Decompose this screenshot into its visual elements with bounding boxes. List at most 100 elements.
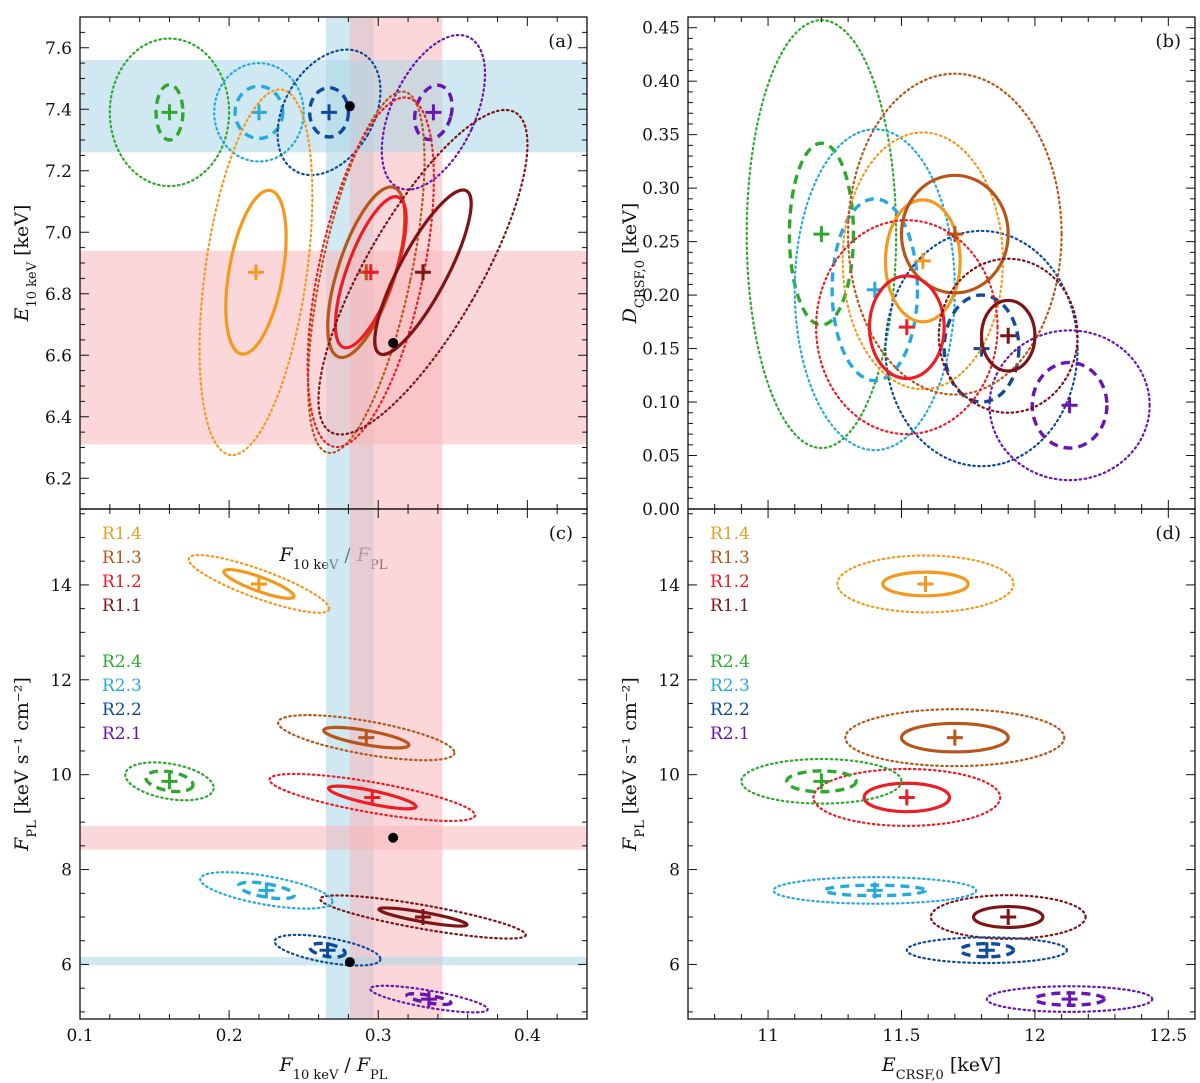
y-axis-title: E10 keV [keV]: [11, 205, 40, 323]
legend-entry-r1-2: R1.2: [710, 572, 750, 592]
ellipse-r1-2-solid: [862, 781, 952, 814]
marker-r1-2: [362, 264, 379, 281]
axis-label-part: CRSF,0: [633, 260, 648, 308]
ellipse-r2-3-dashed: [830, 197, 920, 383]
x-tick-label: 11.5: [883, 1026, 921, 1046]
legend-entry-r2-4: R2.4: [710, 652, 750, 672]
ellipse-r1-3-solid: [899, 721, 1010, 754]
y-tick-label: 0.35: [642, 126, 680, 146]
ellipse-r1-3-dotted: [277, 714, 456, 762]
ellipse-r2-4-dotted: [124, 761, 215, 802]
ellipse-r2-4-dashed: [785, 769, 858, 794]
y-tick-label: 6: [669, 955, 680, 975]
ellipse-r2-2-dashed: [958, 941, 1016, 959]
legend-entry-r1-3: R1.3: [102, 548, 142, 568]
axis-label-part: E: [881, 1054, 896, 1076]
ellipse-r1-3-dotted: [307, 90, 426, 455]
marker-r2-4: [813, 773, 830, 790]
reference-point-1: [344, 957, 355, 968]
ellipse-r2-4-dotted: [108, 37, 231, 188]
ellipse-r1-3-dotted: [844, 708, 1066, 768]
marker-r2-1: [420, 991, 437, 1008]
y-tick-label: 10: [658, 766, 680, 786]
panel-tag: (d): [1155, 523, 1181, 544]
marker-r2-4: [161, 104, 178, 121]
axis-label-part: F: [279, 1054, 294, 1076]
red-band-x: [349, 509, 443, 1019]
ellipse-r2-1-dashed: [412, 83, 454, 142]
ellipse-r2-1-dotted: [985, 985, 1154, 1013]
ellipse-r1-1-solid: [979, 298, 1037, 373]
x-tick-label: 0.2: [216, 1026, 243, 1046]
marker-r1-4: [914, 252, 931, 269]
axes-frame: [687, 508, 1196, 1020]
marker-r1-4: [247, 264, 264, 281]
reference-point-1: [388, 337, 399, 348]
y-tick-label: 0.20: [642, 286, 680, 306]
panel-d: 6 8 10 12 14 11 11.5 12 12.5 (d) FPL [keV s⁻¹ cm⁻²…: [619, 508, 1196, 1083]
panel-tag: (b): [1155, 31, 1181, 52]
ellipse-r2-3-dotted: [772, 876, 978, 905]
ellipse-r1-1-dotted: [317, 108, 529, 436]
x-tick-label: 0.1: [66, 1026, 93, 1046]
marker-r1-2: [898, 789, 915, 806]
ellipse-r1-4-solid: [222, 567, 296, 600]
marker-r1-2: [898, 319, 915, 336]
ellipse-r1-4-dotted: [836, 554, 1015, 614]
y-tick-label: 14: [50, 576, 72, 596]
ellipse-r1-2-solid: [867, 274, 946, 381]
y-tick-label: 7.2: [45, 162, 72, 182]
marker-r2-3: [250, 104, 267, 121]
marker-r2-1: [1061, 397, 1078, 414]
marker-r2-1: [1061, 991, 1078, 1008]
legend-entry-r2-2: R2.2: [102, 700, 142, 720]
ellipse-r2-2-dotted: [884, 229, 1079, 468]
axis-label-part: F: [619, 837, 641, 852]
y-tick-label: 14: [658, 576, 680, 596]
marker-r1-1: [414, 909, 431, 925]
ellipse-r2-3-dashed: [233, 84, 285, 141]
axis-label-part: [keV]: [944, 1054, 1001, 1076]
ellipse-r1-4-dotted: [198, 88, 314, 457]
legend-entry-r2-1: R2.1: [102, 724, 142, 744]
blue-band-y: [80, 956, 587, 966]
ticks: [687, 16, 1196, 510]
axis-label-part: [keV]: [11, 205, 33, 262]
red-band-y: [80, 825, 587, 850]
axis-label-part: F: [356, 1054, 371, 1076]
ellipse-r1-1-solid: [373, 188, 473, 357]
legend-entry-r2-1: R2.1: [710, 724, 750, 744]
marker-r1-1: [1000, 909, 1017, 925]
axis-label-part: 10 keV: [25, 261, 40, 307]
marker-r2-4: [813, 226, 830, 243]
marker-r1-3: [358, 729, 375, 746]
legend-entry-r1-3: R1.3: [710, 548, 750, 568]
axis-label-part: [keV s⁻¹ cm⁻²]: [11, 677, 33, 820]
y-tick-label: 7.4: [45, 100, 72, 120]
y-tick-label: 6.2: [45, 469, 72, 489]
axis-label-part: E: [11, 307, 33, 322]
reference-point-0: [344, 101, 355, 112]
y-tick-label: 6: [61, 955, 72, 975]
ellipse-r1-1-dotted: [319, 894, 527, 940]
legend-entry-r2-4: R2.4: [102, 652, 142, 672]
ticks: [687, 509, 1196, 1019]
plot-area-b: [745, 19, 1151, 482]
axis-label-part: D: [619, 308, 641, 324]
y-tick-label: 0.05: [642, 447, 680, 467]
y-tick-label: 12: [50, 671, 72, 691]
y-tick-label: 6.4: [45, 408, 72, 428]
y-tick-label: 6.8: [45, 285, 72, 305]
y-tick-label: 7.0: [45, 223, 72, 243]
legend-entry-r2-2: R2.2: [710, 700, 750, 720]
ellipse-r2-4-dashed: [787, 141, 856, 327]
ellipse-r1-1-dotted: [937, 257, 1079, 414]
y-tick-label: 0.45: [642, 19, 680, 39]
legend-entry-r1-2: R1.2: [102, 572, 142, 592]
ellipse-r1-2-dotted: [814, 219, 999, 436]
axes-frame: [687, 16, 1196, 510]
ellipse-r2-2-dotted: [276, 48, 382, 177]
ellipse-r1-3-dotted: [847, 72, 1063, 396]
